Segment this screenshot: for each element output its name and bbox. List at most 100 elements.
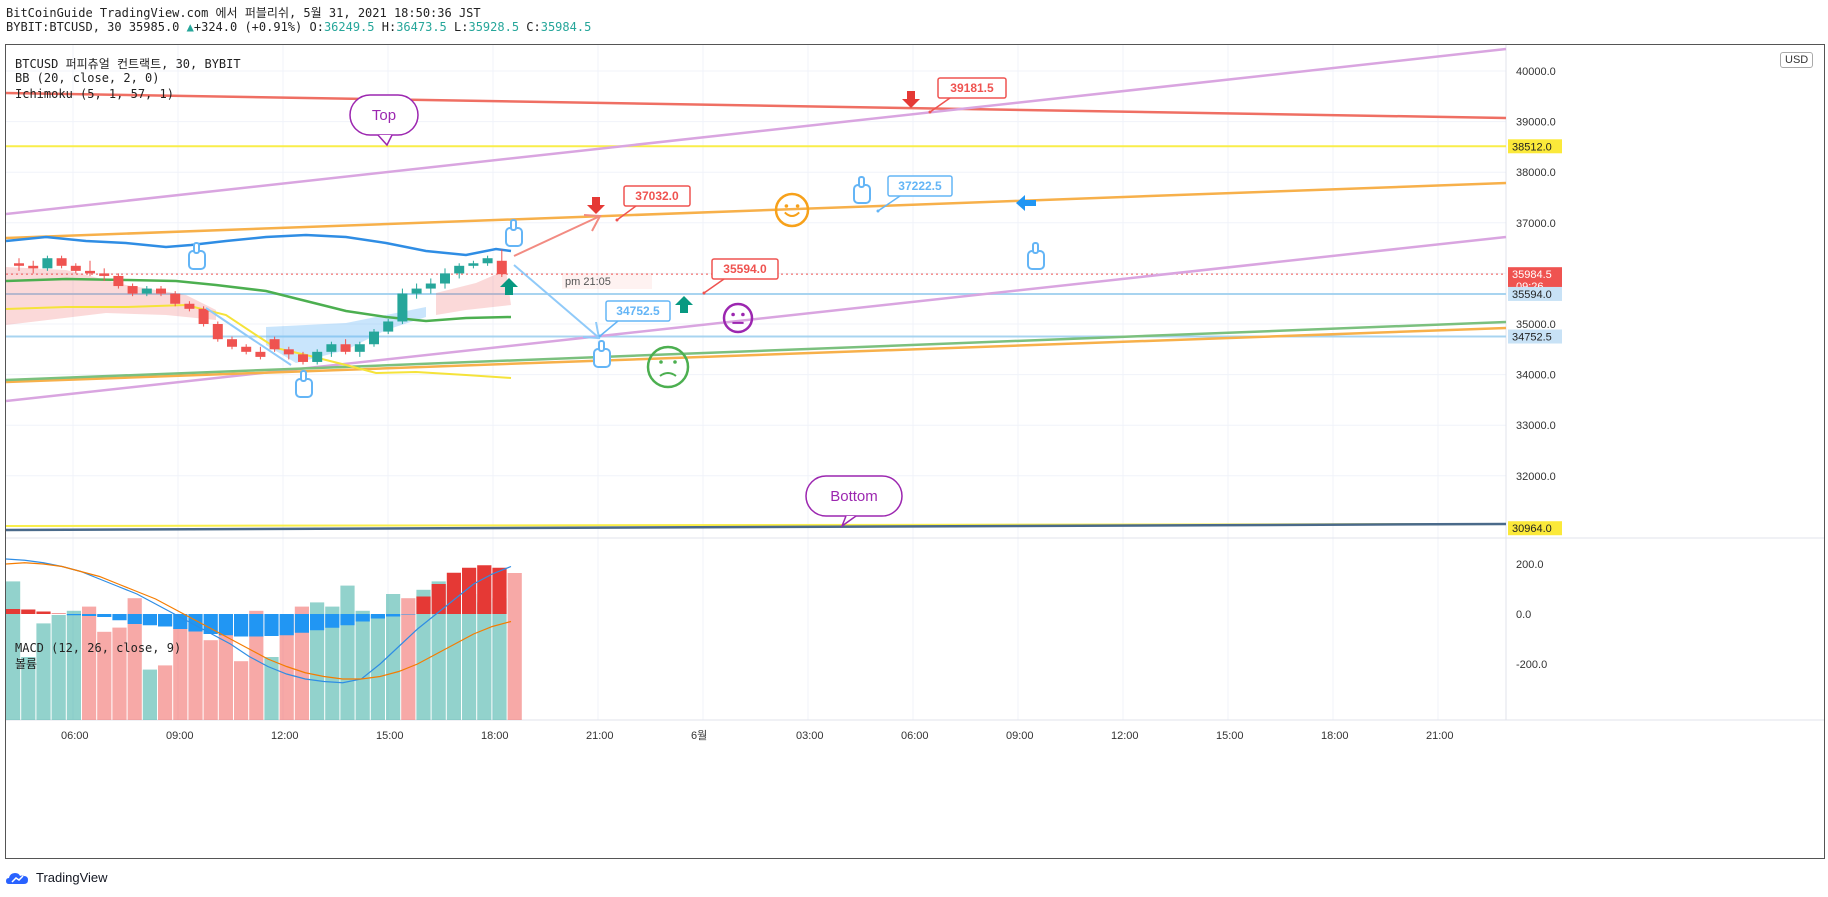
pointing-hand-icon-1	[188, 242, 206, 270]
change-text: +324.0 (+0.91%)	[193, 20, 303, 34]
bb-upper-line	[6, 233, 512, 257]
callout-37032-anchor	[615, 218, 619, 222]
candle-body	[496, 260, 507, 275]
smiley-face-icon-mouth	[784, 211, 800, 217]
macd-bar	[66, 614, 81, 616]
tradingview-cloud-icon	[6, 872, 28, 884]
candle-body	[42, 258, 53, 269]
ohlc-line: BYBIT:BTCUSD, 30 35985.0 ▲+324.0 (+0.91%…	[6, 20, 591, 34]
arrow-up-marker-1	[500, 278, 518, 295]
macd-bar	[36, 611, 51, 614]
indicator-ichimoku[interactable]: Ichimoku (5, 1, 57, 1)	[15, 87, 174, 101]
drawn-arrow-left	[205, 307, 292, 366]
candle-body	[113, 275, 124, 287]
smiley-face-icon-eye-l	[784, 204, 789, 208]
dizzy-face-icon-outline	[646, 345, 690, 389]
callout-37222-anchor	[876, 209, 880, 213]
arrow-left-marker	[1016, 195, 1036, 211]
neutral-face-icon	[722, 302, 754, 334]
volume-bar	[492, 598, 507, 720]
bubble-top: Top	[349, 94, 419, 147]
time-tick-label: 12:00	[271, 730, 299, 742]
candle-body	[482, 258, 493, 264]
volume-bar	[401, 598, 416, 720]
smiley-face-icon-outline	[774, 192, 810, 228]
price-tag-yellow	[1508, 139, 1562, 154]
candle-body	[241, 346, 252, 352]
candle-body	[298, 354, 308, 362]
price-tag-label: 34752.5	[1512, 332, 1552, 344]
time-tick-label: 21:00	[1426, 730, 1454, 742]
candle-body	[227, 339, 237, 347]
candle-body	[184, 303, 195, 309]
macd-bar	[6, 609, 21, 614]
currency-button[interactable]: USD	[1780, 52, 1814, 68]
macd-tick-label: 0.0	[1516, 609, 1531, 621]
candle-body	[383, 321, 394, 332]
pointing-hand-icon-5-finger	[858, 176, 865, 188]
chart-frame[interactable]: 40000.039000.038000.037000.036000.035000…	[5, 44, 1825, 859]
volume-bar	[21, 657, 36, 720]
arrow-up-marker-2	[675, 296, 693, 313]
dizzy-face-icon-eye-l	[659, 360, 663, 364]
volume-bar	[325, 606, 340, 720]
candle-body	[141, 288, 152, 294]
macd-bar	[294, 614, 309, 633]
chart-canvas[interactable]: 40000.039000.038000.037000.036000.035000…	[6, 45, 1824, 858]
trendline-orange-upper	[6, 181, 1507, 240]
macd-bar	[310, 614, 325, 631]
candle-body	[85, 270, 95, 274]
macd-bar	[446, 572, 461, 614]
tradingview-logo[interactable]: TradingView	[6, 870, 108, 885]
callout-39181-box	[937, 77, 1007, 99]
price-tag-label: 30964.0	[1512, 523, 1552, 535]
indicator-bb[interactable]: BB (20, close, 2, 0)	[15, 71, 160, 85]
indicator-macd[interactable]: MACD (12, 26, close, 9)	[15, 641, 182, 655]
neutral-face-icon-outline	[722, 302, 754, 334]
volume-bar	[36, 623, 51, 720]
arrow-down-marker-1	[902, 91, 920, 108]
pointing-hand-icon-2-finger	[300, 370, 307, 382]
countdown-bg	[562, 273, 652, 289]
volume-bar	[462, 594, 477, 720]
callout-39181-text: 39181.5	[950, 81, 994, 95]
volume-bar	[507, 573, 522, 720]
macd-bar	[416, 596, 431, 614]
macd-bar	[51, 613, 66, 614]
volume-bar	[355, 610, 370, 720]
callout-34752: 34752.5	[598, 300, 671, 338]
callout-37032-pointer	[616, 205, 637, 221]
pointing-hand-icon-6-finger	[1032, 242, 1039, 254]
price-tag-blue	[1508, 329, 1562, 344]
time-tick-label: 18:00	[481, 730, 509, 742]
volume-bar	[6, 581, 21, 720]
callout-34752-anchor	[598, 334, 602, 338]
candle-body	[70, 265, 81, 271]
price-tick-label: 39000.0	[1516, 117, 1556, 129]
volume-bar	[370, 615, 385, 720]
callout-37222: 37222.5	[876, 175, 953, 213]
price-tag-blue	[1508, 286, 1562, 301]
bubble-bottom-tail	[840, 515, 857, 529]
volume-bar	[294, 606, 309, 720]
callout-34752-pointer	[599, 320, 619, 337]
callout-39181-anchor	[928, 110, 932, 114]
volume-bar	[264, 657, 279, 720]
trendline-green	[6, 320, 1507, 382]
candle-body	[468, 263, 479, 266]
volume-bar	[431, 581, 446, 720]
pointing-hand-icon-4	[593, 340, 611, 368]
time-tick-label: 09:00	[166, 730, 194, 742]
volume-bar	[446, 585, 461, 720]
pointing-hand-icon-5	[853, 176, 871, 204]
macd-bar	[477, 565, 492, 614]
projection-arrow-up	[513, 216, 599, 257]
macd-bar	[173, 614, 188, 629]
macd-bar	[203, 614, 218, 634]
trendline-red	[6, 91, 1507, 120]
volume-bar	[340, 585, 355, 720]
callout-37032: 37032.0	[615, 185, 691, 222]
indicator-volume[interactable]: 볼륨	[15, 657, 38, 671]
tradingview-label: TradingView	[36, 870, 108, 885]
